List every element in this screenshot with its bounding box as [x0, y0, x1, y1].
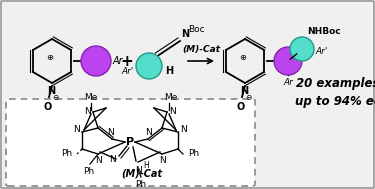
Text: O: O	[44, 102, 52, 112]
Text: +: +	[121, 53, 134, 68]
Text: Ph: Ph	[188, 149, 199, 159]
Text: Ar: Ar	[113, 56, 124, 66]
Text: Boc: Boc	[188, 25, 205, 34]
Circle shape	[81, 46, 111, 76]
FancyArrowPatch shape	[188, 59, 212, 64]
Text: Ph: Ph	[83, 167, 94, 176]
Text: N: N	[180, 125, 187, 135]
Text: ⊕: ⊕	[46, 53, 54, 63]
Text: H: H	[143, 160, 149, 170]
Text: (M)-Cat: (M)-Cat	[182, 45, 220, 54]
Text: ⊖: ⊖	[52, 94, 58, 102]
Text: Ph: Ph	[135, 180, 147, 189]
Text: N: N	[159, 156, 165, 165]
Circle shape	[136, 53, 162, 79]
Text: H: H	[165, 66, 173, 76]
Circle shape	[290, 37, 314, 61]
Text: N: N	[84, 106, 91, 115]
Text: ⊕: ⊕	[240, 53, 246, 63]
Text: N: N	[181, 29, 189, 39]
Text: ⊖: ⊖	[245, 94, 251, 102]
Text: (M)-Cat: (M)-Cat	[122, 169, 163, 179]
Text: N: N	[94, 156, 101, 165]
Text: NHBoc: NHBoc	[307, 27, 340, 36]
Text: N: N	[135, 166, 141, 175]
Text: N: N	[110, 154, 116, 163]
Text: N: N	[47, 86, 55, 96]
Text: Ar': Ar'	[122, 67, 134, 75]
Text: Ar': Ar'	[315, 46, 327, 56]
Text: N: N	[73, 125, 80, 135]
Text: N: N	[169, 106, 176, 115]
Text: N: N	[240, 86, 248, 96]
Text: O: O	[237, 102, 245, 112]
Text: 20 examples: 20 examples	[296, 77, 375, 91]
Circle shape	[274, 47, 302, 75]
Text: N: N	[108, 128, 114, 137]
Text: Me: Me	[84, 93, 98, 102]
Text: P: P	[126, 137, 134, 147]
Text: up to 94% ee: up to 94% ee	[295, 94, 375, 108]
Text: Me: Me	[164, 93, 178, 102]
FancyBboxPatch shape	[6, 99, 255, 186]
Text: Ar: Ar	[283, 78, 293, 87]
Text: Ph: Ph	[61, 149, 72, 159]
Text: N: N	[146, 128, 152, 137]
